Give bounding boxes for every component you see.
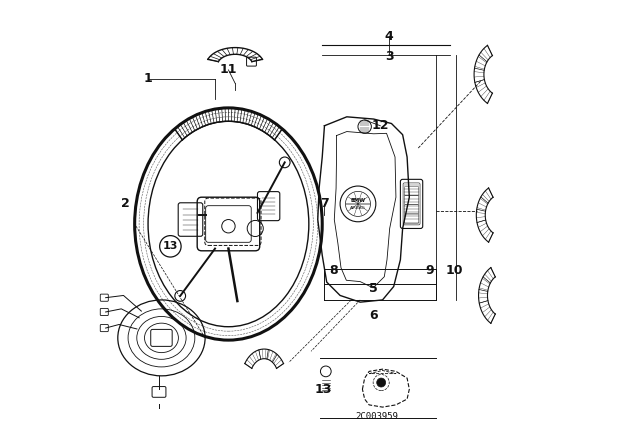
Circle shape	[377, 378, 386, 387]
Text: 10: 10	[445, 264, 463, 277]
Text: 8: 8	[329, 264, 338, 277]
Text: 2C003959: 2C003959	[356, 413, 399, 422]
Text: BMW: BMW	[351, 198, 365, 203]
Text: 5: 5	[369, 282, 378, 295]
Text: 7: 7	[320, 198, 329, 211]
Text: 4: 4	[385, 30, 394, 43]
Text: 12: 12	[372, 119, 389, 132]
Text: 13: 13	[163, 241, 178, 251]
Text: AIRBAG: AIRBAG	[350, 207, 366, 211]
Text: 9: 9	[425, 264, 434, 277]
Text: 11: 11	[220, 64, 237, 77]
Text: 1: 1	[143, 72, 152, 86]
Text: 13: 13	[315, 383, 332, 396]
Text: 3: 3	[385, 50, 394, 63]
Text: 6: 6	[369, 309, 378, 322]
Text: 2: 2	[122, 198, 130, 211]
